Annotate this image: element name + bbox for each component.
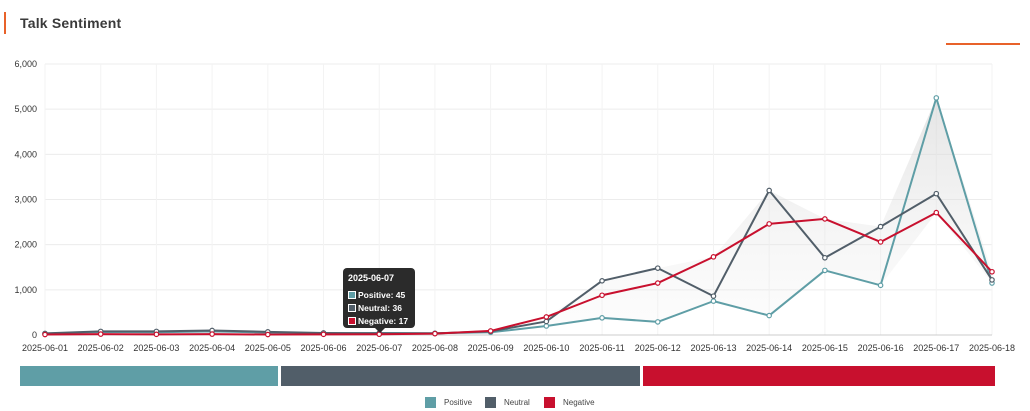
- positive-point: [822, 267, 828, 274]
- tooltip-neutral-label: Neutral: 36: [358, 302, 402, 313]
- tooltip-neutral-swatch: [348, 303, 356, 312]
- negative-point: [877, 239, 884, 245]
- x-tick-label: 2025-06-01: [22, 343, 68, 353]
- x-tick-label: 2025-06-02: [78, 343, 124, 353]
- tooltip-row-negative: Negative: 17: [348, 314, 410, 327]
- x-tick-label: 2025-06-09: [468, 343, 514, 353]
- x-tick-label: 2025-06-08: [412, 343, 458, 353]
- tooltip-date: 2025-06-07: [348, 273, 395, 283]
- neutral-point: [766, 187, 772, 194]
- negative-series-line: [44, 211, 993, 336]
- y-tick-label: 0: [32, 330, 37, 340]
- negative-point: [209, 331, 215, 337]
- legend-positive-swatch: [425, 396, 436, 408]
- x-tick-label: 2025-06-05: [245, 343, 291, 353]
- negative-point: [320, 331, 327, 338]
- distribution-segment-positive[interactable]: [20, 366, 278, 386]
- active-tab-indicator: [946, 43, 1020, 45]
- neutral-point: [543, 318, 550, 325]
- legend-negative-swatch: [544, 396, 555, 408]
- legend-neutral-swatch: [485, 396, 496, 408]
- panel-title: Talk Sentiment: [4, 12, 121, 34]
- tooltip-negative-swatch: [348, 316, 356, 325]
- neutral-point: [654, 265, 661, 271]
- chart-tooltip: 2025-06-07 Positive: 45 Neutral: 36 Nega…: [343, 268, 415, 333]
- tooltip-row-positive: Positive: 45: [348, 288, 410, 301]
- x-tick-label: 2025-06-03: [133, 343, 179, 353]
- negative-point: [42, 331, 48, 338]
- legend-neutral-label: Neutral: [504, 397, 530, 407]
- negative-point: [766, 221, 772, 227]
- x-tick-label: 2025-06-15: [802, 343, 848, 353]
- neutral-point: [933, 190, 940, 197]
- distribution-segment-neutral[interactable]: [280, 366, 641, 386]
- negative-point: [432, 330, 438, 337]
- neutral-point: [877, 223, 884, 230]
- tooltip-caret: [375, 328, 385, 333]
- legend-item-positive[interactable]: Positive: [425, 395, 472, 409]
- neutral-series-line: [44, 189, 993, 335]
- negative-point: [543, 314, 550, 320]
- neutral-point: [599, 277, 605, 284]
- tooltip-positive-swatch: [348, 290, 356, 299]
- positive-point: [654, 319, 661, 325]
- x-tick-label: 2025-06-14: [746, 343, 792, 353]
- positive-point: [933, 95, 940, 101]
- legend-positive-label: Positive: [444, 397, 473, 407]
- x-tick-label: 2025-06-17: [913, 343, 959, 353]
- negative-point: [265, 331, 271, 338]
- negative-point: [822, 216, 828, 222]
- negative-point: [599, 292, 605, 299]
- tooltip-row-neutral: Neutral: 36: [348, 301, 410, 314]
- legend-negative-label: Negative: [563, 397, 595, 407]
- x-tick-label: 2025-06-11: [579, 343, 624, 353]
- negative-point: [933, 209, 940, 216]
- positive-point: [543, 323, 550, 329]
- y-tick-label: 3,000: [14, 195, 37, 205]
- chart-legend: Positive Neutral Negative: [0, 395, 1030, 409]
- negative-point: [153, 331, 160, 338]
- series-range-band: [45, 97, 992, 335]
- neutral-point: [710, 293, 717, 299]
- negative-point: [654, 280, 661, 286]
- tooltip-negative-label: Negative: 17: [358, 315, 409, 326]
- x-tick-label: 2025-06-04: [189, 343, 235, 353]
- x-tick-label: 2025-06-13: [690, 343, 736, 353]
- y-tick-label: 4,000: [14, 149, 37, 159]
- y-tick-label: 5,000: [14, 104, 37, 114]
- distribution-segment-negative[interactable]: [643, 366, 996, 386]
- positive-series-line: [44, 96, 993, 335]
- y-tick-label: 2,000: [14, 240, 37, 250]
- legend-item-neutral[interactable]: Neutral: [485, 395, 530, 409]
- negative-point: [710, 254, 717, 260]
- neutral-point: [989, 277, 995, 283]
- positive-point: [710, 298, 717, 304]
- legend-item-negative[interactable]: Negative: [544, 395, 595, 409]
- neutral-point: [822, 254, 828, 261]
- negative-point: [97, 331, 104, 337]
- y-tick-label: 6,000: [14, 59, 37, 69]
- positive-point: [877, 282, 884, 289]
- x-tick-label: 2025-06-07: [356, 343, 402, 353]
- tooltip-positive-label: Positive: 45: [358, 289, 406, 300]
- positive-point: [766, 312, 772, 319]
- x-tick-label: 2025-06-06: [301, 343, 347, 353]
- x-tick-label: 2025-06-12: [635, 343, 681, 353]
- negative-point: [989, 268, 995, 275]
- x-tick-label: 2025-06-10: [523, 343, 569, 353]
- x-tick-label: 2025-06-16: [858, 343, 904, 353]
- y-tick-label: 1,000: [14, 285, 37, 295]
- positive-point: [599, 315, 605, 321]
- negative-point: [487, 328, 494, 334]
- x-tick-label: 2025-06-18: [969, 343, 1015, 353]
